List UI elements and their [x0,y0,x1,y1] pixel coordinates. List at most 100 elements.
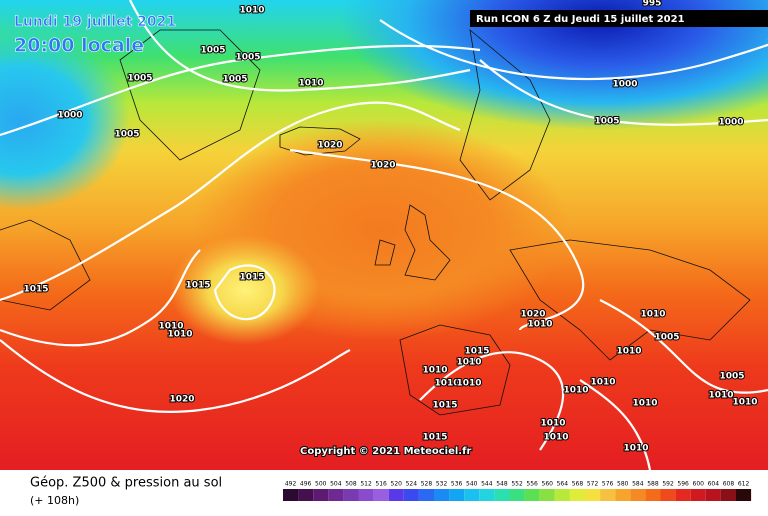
scale-swatch [554,489,570,501]
scale-label: 512 [360,481,372,488]
isobar-label: 1005 [222,75,247,85]
low-area [0,30,130,210]
isobar-label: 995 [643,0,662,9]
copyright: Copyright © 2021 Meteociel.fr [300,446,471,457]
scale-label: 572 [587,481,599,488]
scale-label: 548 [496,481,508,488]
coastlines [0,29,751,416]
scale-swatch [615,489,631,501]
scale-swatch [283,489,299,501]
isobar-label: 1020 [317,141,342,151]
scale-label: 492 [285,481,297,488]
scale-swatch [343,489,359,501]
scale-swatch [705,489,721,501]
scale-swatch [736,489,752,501]
isobars [0,0,768,470]
isobar-label: 1010 [540,419,565,429]
scale-label: 524 [406,481,418,488]
isobar-label: 1000 [718,118,743,128]
isobar-label: 1010 [732,398,757,408]
high-area [170,235,320,345]
isobar-label: 1005 [719,372,744,382]
isobar-label: 1010 [422,366,447,376]
isobar-labels: 1010 1005 1005 1005 1005 1010 1000 1005 1020 1020… [22,0,758,455]
scale-swatch [494,489,510,501]
scale-swatch [509,489,525,501]
color-scale: 492 496 500 504 508 512 516 520 524 528 532 536 540 5… [283,481,752,501]
scale-swatch [479,489,495,501]
scale-swatch [675,489,691,501]
isobar-label: 1020 [169,395,194,405]
isobar-label: 1015 [185,281,210,291]
scale-swatch [298,489,314,501]
scale-swatch [600,489,616,501]
scale-swatch [449,489,465,501]
scale-label: 588 [647,481,659,488]
isobar-label: 1010 [527,320,552,330]
scale-swatch [539,489,555,501]
scale-label: 536 [451,481,463,488]
isobar-label: 1010 [708,391,733,401]
scale-swatch [630,489,646,501]
isobar-label: 1005 [654,333,679,343]
scale-label: 540 [466,481,478,488]
isobar-label: 1010 [563,386,588,396]
scale-label: 584 [632,481,644,488]
isobar-label: 1015 [464,347,489,357]
scale-label: 500 [315,481,327,488]
scale-swatch [569,489,585,501]
scale-swatch [585,489,601,501]
scale-label: 556 [526,481,538,488]
scale-label: 600 [693,481,705,488]
isobar-label: 1010 [456,358,481,368]
scale-swatch [720,489,736,501]
isobar-label: 1005 [200,46,225,56]
scale-label: 504 [330,481,342,488]
scale-swatch [524,489,540,501]
scale-label: 604 [708,481,720,488]
scale-label: 516 [375,481,387,488]
isobar-label: 1015 [432,401,457,411]
scale-label: 596 [677,481,689,488]
scale-swatch [645,489,661,501]
isobar-label: 1010 [434,379,459,389]
scale-label: 560 [542,481,554,488]
valid-time: 20:00 locale [14,35,144,57]
isobar-label: 1010 [239,6,264,16]
scale-label: 568 [572,481,584,488]
isobar-label: 1015 [239,273,264,283]
scale-label: 608 [723,481,735,488]
isobar-label: 1010 [167,330,192,340]
isobar-label: 1010 [298,79,323,89]
isobar-label: 1015 [422,433,447,443]
isobar-label: 1000 [57,111,82,121]
footer-title: Géop. Z500 & pression au sol [30,476,222,491]
isobar-label: 1010 [158,322,183,332]
scale-swatch [690,489,706,501]
lead-time: (+ 108h) [30,494,79,507]
scale-label: 508 [345,481,357,488]
isobar-label: 1015 [23,285,48,295]
isobar-label: 1010 [616,347,641,357]
scale-label: 576 [602,481,614,488]
scale-label: 496 [300,481,312,488]
scale-label: 564 [557,481,569,488]
scale-swatch [358,489,374,501]
scale-swatch [313,489,329,501]
isobar-label: 1010 [640,310,665,320]
scale-label: 532 [436,481,448,488]
isobar-label: 1020 [370,161,395,171]
isobar-label: 1010 [623,444,648,454]
valid-date: Lundi 19 juillet 2021 [14,14,176,30]
isobar-label: 1010 [456,379,481,389]
isobar-label: 1010 [543,433,568,443]
run-banner [470,10,768,27]
scale-swatch [403,489,419,501]
scale-swatch [434,489,450,501]
isobar-label: 1005 [127,74,152,84]
isobar-label: 1005 [114,130,139,140]
scale-label: 612 [738,481,750,488]
isobar-label: 1020 [520,310,545,320]
